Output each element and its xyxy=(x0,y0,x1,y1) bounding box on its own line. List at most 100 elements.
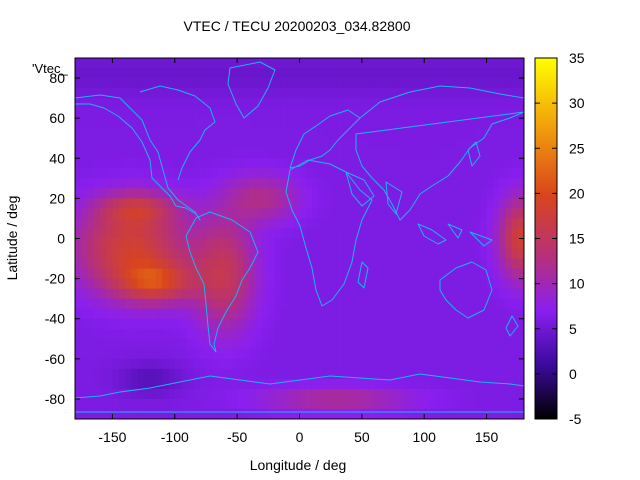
vtec-cell xyxy=(274,348,282,360)
vtec-cell xyxy=(499,398,506,410)
vtec-cell xyxy=(162,358,170,370)
vtec-cell xyxy=(118,328,126,340)
vtec-cell xyxy=(181,58,188,69)
vtec-cell xyxy=(374,128,382,139)
vtec-cell xyxy=(249,308,257,320)
vtec-cell xyxy=(87,358,95,370)
vtec-cell xyxy=(230,118,238,129)
vtec-cell xyxy=(156,88,163,99)
vtec-cell xyxy=(168,138,176,149)
vtec-cell xyxy=(87,68,95,79)
vtec-cell xyxy=(93,138,101,149)
vtec-cell xyxy=(268,338,276,350)
vtec-cell xyxy=(486,138,494,149)
vtec-cell xyxy=(156,338,163,350)
vtec-cell xyxy=(268,398,276,410)
vtec-cell xyxy=(156,348,163,360)
vtec-cell xyxy=(511,138,519,149)
vtec-cell xyxy=(293,188,301,199)
vtec-cell xyxy=(343,388,350,400)
vtec-cell xyxy=(399,278,407,290)
vtec-cell xyxy=(361,328,369,340)
vtec-cell xyxy=(212,278,220,290)
vtec-cell xyxy=(131,348,138,360)
vtec-cell xyxy=(193,98,201,109)
vtec-cell xyxy=(330,198,338,210)
vtec-cell xyxy=(143,98,151,109)
vtec-cell xyxy=(199,188,207,199)
vtec-cell xyxy=(143,168,151,179)
vtec-cell xyxy=(368,278,375,290)
vtec-cell xyxy=(87,368,95,380)
vtec-cell xyxy=(380,58,388,69)
vtec-cell xyxy=(368,88,375,99)
vtec-cell xyxy=(517,398,524,410)
vtec-cell xyxy=(137,258,145,270)
vtec-cell xyxy=(99,298,107,310)
vtec-cell xyxy=(99,88,107,99)
vtec-cell xyxy=(349,278,357,290)
vtec-cell xyxy=(274,398,282,410)
vtec-cell xyxy=(449,78,457,89)
vtec-cell xyxy=(299,98,307,109)
vtec-cell xyxy=(305,178,313,189)
vtec-cell xyxy=(224,178,232,189)
vtec-cell xyxy=(287,68,294,79)
vtec-cell xyxy=(449,88,457,99)
vtec-cell xyxy=(417,68,425,79)
vtec-cell xyxy=(99,208,107,220)
vtec-cell xyxy=(311,98,319,109)
vtec-cell xyxy=(81,138,89,149)
vtec-cell xyxy=(461,358,469,370)
vtec-cell xyxy=(480,128,488,139)
vtec-cell xyxy=(274,278,282,290)
vtec-cell xyxy=(274,58,282,69)
vtec-cell xyxy=(143,398,151,410)
vtec-cell xyxy=(417,278,425,290)
vtec-cell xyxy=(318,378,326,390)
vtec-cell xyxy=(137,338,145,350)
vtec-cell xyxy=(243,98,251,109)
vtec-cell xyxy=(187,348,195,360)
vtec-cell xyxy=(143,268,151,280)
vtec-cell xyxy=(343,178,350,189)
vtec-cell xyxy=(511,98,519,109)
vtec-cell xyxy=(174,318,182,330)
vtec-cell xyxy=(181,148,188,159)
vtec-cell xyxy=(505,358,513,370)
vtec-cell xyxy=(511,238,519,250)
vtec-cell xyxy=(330,78,338,89)
vtec-cell xyxy=(442,318,450,330)
vtec-cell xyxy=(299,188,307,199)
vtec-cell xyxy=(349,378,357,390)
vtec-cell xyxy=(455,178,463,189)
vtec-cell xyxy=(361,348,369,360)
vtec-cell xyxy=(374,198,382,210)
vtec-cell xyxy=(455,298,463,310)
vtec-cell xyxy=(93,118,101,129)
vtec-cell xyxy=(156,128,163,139)
vtec-cell xyxy=(143,318,151,330)
vtec-cell xyxy=(343,358,350,370)
vtec-cell xyxy=(218,358,226,370)
vtec-cell xyxy=(99,258,107,270)
vtec-cell xyxy=(112,128,120,139)
vtec-cell xyxy=(455,318,463,330)
vtec-cell xyxy=(380,308,388,320)
vtec-cell xyxy=(112,138,120,149)
vtec-cell xyxy=(318,88,326,99)
vtec-cell xyxy=(93,378,101,390)
vtec-cell xyxy=(237,78,244,89)
vtec-cell xyxy=(505,268,513,280)
vtec-cell xyxy=(224,128,232,139)
vtec-cell xyxy=(293,208,301,220)
vtec-cell xyxy=(511,188,519,199)
vtec-cell xyxy=(193,238,201,250)
vtec-cell xyxy=(311,288,319,300)
vtec-cell xyxy=(249,248,257,260)
vtec-cell xyxy=(374,248,382,260)
vtec-cell xyxy=(361,138,369,149)
vtec-cell xyxy=(181,128,188,139)
vtec-cell xyxy=(492,118,500,129)
vtec-cell xyxy=(442,58,450,69)
